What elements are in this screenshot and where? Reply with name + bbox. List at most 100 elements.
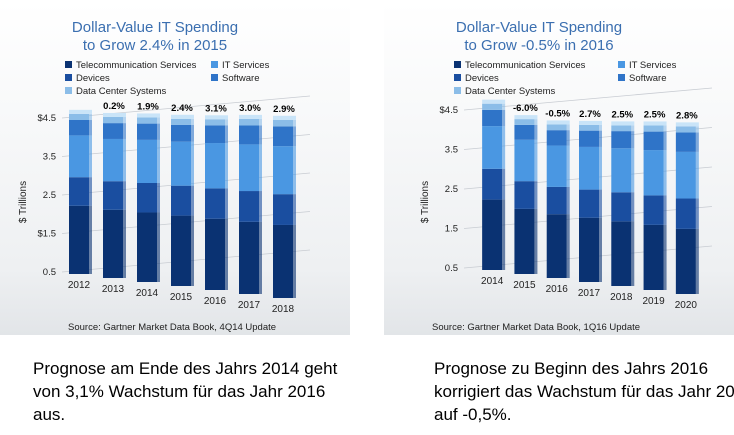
- bar-side: [157, 117, 160, 124]
- legend-label: Telecommunication Services: [465, 60, 586, 71]
- bar-side: [123, 116, 126, 124]
- chart-title-line-1: Dollar-Value IT Spending: [72, 19, 238, 36]
- bar-top: [546, 120, 570, 125]
- legend-swatch: [454, 74, 461, 81]
- bar-side: [502, 126, 506, 169]
- legend-label: IT Services: [222, 60, 270, 71]
- bar-side: [566, 124, 570, 131]
- growth-label: -6.0%: [513, 103, 538, 114]
- y-axis-label: $ Trillions: [18, 181, 29, 223]
- bar-side: [663, 131, 667, 151]
- bar-side: [695, 228, 699, 294]
- bar-segment: [611, 221, 632, 286]
- bar-side: [566, 214, 570, 278]
- bar-side: [502, 109, 506, 127]
- bar-segment: [273, 224, 293, 298]
- x-tick-label: 2018: [272, 304, 295, 315]
- bar-segment: [273, 146, 293, 195]
- bar-segment: [137, 212, 157, 282]
- bar-segment: [482, 126, 503, 169]
- bar-side: [293, 224, 296, 298]
- legend-label: Devices: [465, 73, 499, 84]
- bar-segment: [69, 113, 89, 120]
- x-tick-label: 2016: [546, 284, 569, 295]
- legend-swatch: [454, 87, 461, 94]
- bar-side: [599, 146, 602, 190]
- bar-segment: [611, 125, 632, 132]
- bar-side: [631, 221, 635, 286]
- bar-segment: [514, 119, 535, 125]
- bar-segment: [171, 141, 191, 186]
- bar-side: [293, 146, 296, 195]
- bar-segment: [205, 218, 225, 290]
- source-note: Source: Gartner Market Data Book, 4Q14 U…: [68, 322, 276, 333]
- bar-side: [191, 141, 194, 186]
- bar-segment: [579, 130, 599, 147]
- bar-segment: [69, 120, 89, 136]
- chart-panel-right: Dollar-Value IT Spending to Grow -0.5% in…: [384, 2, 734, 335]
- bar-segment: [675, 198, 696, 229]
- bar-side: [157, 139, 160, 183]
- bar-segment: [579, 124, 599, 131]
- bar-segment: [611, 148, 632, 193]
- bar-segment: [69, 177, 89, 206]
- bar-segment: [675, 132, 696, 152]
- bar-segment: [103, 138, 123, 182]
- bar-side: [663, 195, 667, 225]
- bar-side: [631, 131, 635, 149]
- x-tick-label: 2013: [102, 284, 125, 295]
- bar-top: [579, 120, 602, 125]
- y-tick-label: $1.5: [38, 229, 57, 240]
- x-tick-label: 2017: [578, 288, 601, 299]
- bar-top: [239, 114, 262, 119]
- bar-side: [157, 123, 160, 140]
- bar-side: [599, 189, 602, 218]
- bar-segment: [514, 139, 535, 182]
- bar-side: [259, 191, 262, 222]
- x-tick-label: 2014: [136, 288, 159, 299]
- legend-swatch: [211, 74, 218, 81]
- bar-top: [482, 99, 506, 104]
- bar-side: [502, 199, 506, 270]
- bar-top: [205, 115, 228, 120]
- bar-segment: [239, 221, 259, 294]
- bar-segment: [514, 181, 535, 209]
- bar-side: [191, 118, 194, 125]
- legend-swatch: [454, 61, 461, 68]
- bar-side: [123, 209, 126, 278]
- bar-segment: [546, 124, 567, 131]
- bar-side: [534, 124, 538, 140]
- bar-side: [534, 119, 538, 125]
- bar-segment: [171, 185, 191, 216]
- chart-title-line-2: to Grow -0.5% in 2016: [464, 37, 613, 54]
- chart-title-line-2: to Grow 2.4% in 2015: [83, 37, 227, 54]
- bar-side: [631, 125, 635, 132]
- bar-segment: [137, 139, 157, 183]
- bar-side: [631, 148, 635, 193]
- legend-label: IT Services: [629, 60, 677, 71]
- bar-segment: [643, 195, 664, 225]
- bar-segment: [171, 124, 191, 142]
- bar-side: [89, 113, 92, 120]
- growth-label: 2.5%: [644, 109, 666, 120]
- bar-segment: [239, 144, 259, 192]
- bar-segment: [675, 228, 696, 294]
- bar-segment: [171, 118, 191, 125]
- gridline: [463, 87, 713, 111]
- y-tick-label: 2.5: [43, 190, 56, 201]
- growth-label: 2.5%: [611, 109, 633, 120]
- bar-side: [631, 192, 635, 222]
- bar-side: [225, 125, 228, 144]
- bar-side: [123, 138, 126, 182]
- y-tick-label: 1.5: [445, 224, 458, 235]
- bar-segment: [579, 217, 599, 282]
- bar-side: [293, 194, 296, 225]
- bar-side: [89, 177, 92, 206]
- legend-swatch: [211, 61, 218, 68]
- bar-top: [643, 121, 667, 126]
- bar-side: [191, 185, 194, 216]
- x-tick-label: 2017: [238, 300, 261, 311]
- bar-segment: [239, 191, 259, 222]
